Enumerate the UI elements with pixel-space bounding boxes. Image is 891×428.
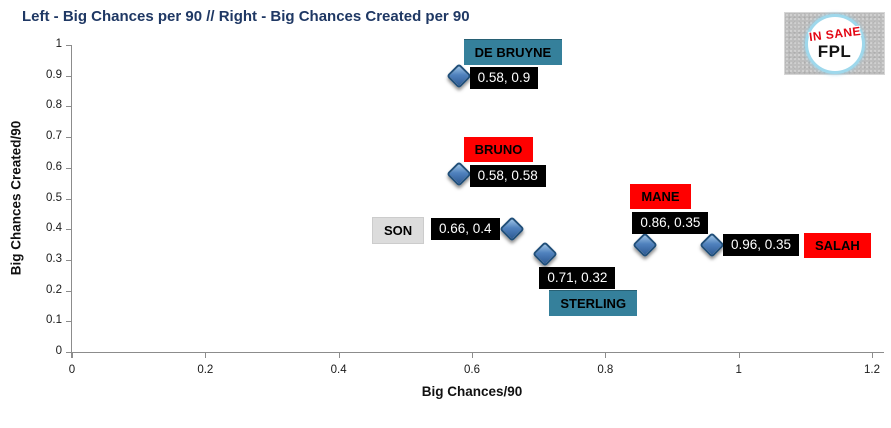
name-box-salah: SALAH	[804, 232, 871, 258]
value-label-sterling: 0.71, 0.32	[539, 266, 616, 289]
x-tick-mark	[605, 352, 607, 358]
value-label-bruno: 0.58, 0.58	[469, 164, 546, 187]
y-tick-label: 0.2	[46, 283, 62, 296]
x-tick-mark	[872, 352, 873, 358]
y-tick-mark	[66, 259, 72, 261]
name-box-mane: MANE	[630, 183, 691, 209]
y-tick-mark	[66, 137, 72, 139]
x-tick-label: 0.8	[597, 364, 614, 376]
x-axis-line	[66, 352, 884, 353]
y-tick-mark	[66, 167, 72, 169]
x-tick-mark	[472, 352, 473, 358]
data-point-marker-de-bruyne	[445, 62, 472, 89]
value-label-son: 0.66, 0.4	[431, 218, 500, 241]
x-tick-label: 1.2	[864, 364, 880, 376]
x-tick-mark	[738, 352, 740, 358]
chart-title: Left - Big Chances per 90 // Right - Big…	[22, 8, 470, 25]
name-box-de-bruyne: DE BRUYNE	[463, 38, 563, 65]
y-axis-title: Big Chances Created/90	[8, 120, 24, 276]
x-tick-mark	[205, 352, 207, 358]
y-tick-mark	[66, 321, 72, 323]
x-tick-label: 1	[735, 364, 742, 376]
name-box-bruno: BRUNO	[463, 136, 534, 162]
y-tick-mark	[66, 75, 72, 77]
x-tick-label: 0.2	[197, 364, 214, 376]
y-tick-mark	[66, 198, 72, 200]
x-tick-label: 0.6	[464, 364, 480, 376]
data-point-marker-mane	[632, 231, 659, 258]
y-tick-label: 0.8	[46, 99, 62, 112]
y-tick-mark	[66, 106, 72, 108]
y-tick-label: 0.9	[46, 68, 62, 81]
insane-fpl-logo: IN SANE FPL	[784, 12, 885, 75]
data-point-marker-bruno	[445, 161, 472, 187]
y-tick-label: 0.5	[46, 191, 62, 204]
x-axis-title: Big Chances/90	[421, 384, 523, 399]
data-point-marker-son	[499, 216, 525, 242]
name-box-son: SON	[372, 217, 425, 245]
x-tick-mark	[338, 352, 340, 358]
y-tick-label: 0.6	[46, 160, 62, 173]
y-axis-line	[71, 45, 72, 358]
data-point-marker-salah	[699, 231, 725, 258]
logo-circle: IN SANE FPL	[808, 18, 861, 69]
y-tick-label: 0.7	[46, 130, 62, 143]
name-box-sterling: STERLING	[549, 289, 638, 316]
x-tick-mark	[72, 352, 73, 358]
data-point-marker-sterling	[532, 241, 559, 267]
logo-fpl-text: FPL	[817, 41, 852, 61]
y-tick-mark	[66, 290, 72, 292]
y-tick-label: 0.1	[46, 314, 62, 327]
value-label-mane: 0.86, 0.35	[632, 211, 709, 234]
y-tick-mark	[66, 352, 72, 353]
y-tick-label: 1	[55, 38, 62, 50]
value-label-de-bruyne: 0.58, 0.9	[469, 66, 539, 89]
y-tick-label: 0	[55, 345, 62, 357]
y-tick-mark	[66, 45, 72, 46]
y-tick-mark	[66, 229, 72, 231]
y-tick-label: 0.3	[46, 252, 62, 265]
value-label-salah: 0.96, 0.35	[723, 233, 800, 256]
x-tick-label: 0	[68, 364, 76, 376]
x-tick-label: 0.4	[330, 364, 347, 376]
y-tick-label: 0.4	[46, 222, 62, 235]
